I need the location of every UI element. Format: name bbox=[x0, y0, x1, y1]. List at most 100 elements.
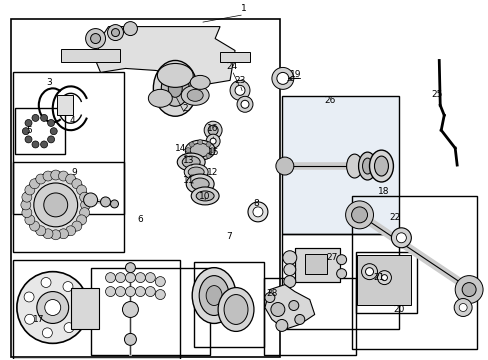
Circle shape bbox=[110, 200, 118, 208]
Circle shape bbox=[43, 171, 53, 181]
Circle shape bbox=[47, 136, 55, 143]
Bar bbox=[220, 53, 249, 62]
Text: 1: 1 bbox=[241, 4, 246, 13]
Text: 2: 2 bbox=[182, 104, 188, 113]
Text: 15: 15 bbox=[208, 148, 220, 157]
Ellipse shape bbox=[182, 156, 200, 168]
Ellipse shape bbox=[224, 294, 247, 324]
Circle shape bbox=[396, 233, 406, 243]
Circle shape bbox=[206, 134, 220, 148]
Circle shape bbox=[41, 114, 47, 121]
Circle shape bbox=[185, 148, 190, 153]
Bar bbox=[304, 254, 326, 274]
Circle shape bbox=[453, 298, 471, 316]
Circle shape bbox=[50, 128, 57, 135]
Circle shape bbox=[283, 264, 295, 276]
Circle shape bbox=[24, 292, 34, 302]
Ellipse shape bbox=[148, 89, 172, 107]
Circle shape bbox=[283, 276, 295, 288]
Ellipse shape bbox=[186, 174, 214, 194]
Text: 14: 14 bbox=[174, 144, 185, 153]
Bar bbox=[264, 278, 355, 355]
Circle shape bbox=[37, 292, 68, 323]
Text: 26: 26 bbox=[324, 96, 335, 105]
Ellipse shape bbox=[362, 158, 372, 174]
Text: 12: 12 bbox=[207, 167, 218, 176]
Ellipse shape bbox=[153, 60, 197, 116]
Text: 6: 6 bbox=[137, 215, 143, 224]
Circle shape bbox=[105, 273, 115, 283]
Circle shape bbox=[25, 215, 35, 225]
Text: 9: 9 bbox=[72, 167, 78, 176]
Circle shape bbox=[247, 202, 267, 222]
Circle shape bbox=[80, 192, 89, 202]
Ellipse shape bbox=[346, 154, 362, 178]
Circle shape bbox=[125, 273, 135, 283]
Circle shape bbox=[74, 301, 83, 311]
Circle shape bbox=[125, 287, 135, 297]
Circle shape bbox=[64, 323, 74, 333]
Circle shape bbox=[276, 72, 288, 84]
Ellipse shape bbox=[199, 276, 228, 315]
Circle shape bbox=[51, 170, 61, 180]
Ellipse shape bbox=[218, 288, 253, 332]
Circle shape bbox=[42, 328, 52, 338]
Circle shape bbox=[72, 221, 81, 231]
Text: 8: 8 bbox=[253, 199, 258, 208]
Ellipse shape bbox=[177, 153, 205, 171]
Circle shape bbox=[24, 314, 35, 324]
Circle shape bbox=[282, 251, 296, 265]
Text: 11: 11 bbox=[182, 176, 194, 185]
Circle shape bbox=[22, 192, 32, 202]
Circle shape bbox=[197, 140, 202, 145]
Circle shape bbox=[458, 303, 466, 311]
Circle shape bbox=[135, 273, 145, 283]
Text: 10: 10 bbox=[199, 193, 210, 202]
Polygon shape bbox=[95, 27, 235, 85]
Ellipse shape bbox=[191, 187, 219, 205]
Circle shape bbox=[30, 221, 40, 231]
Circle shape bbox=[72, 179, 81, 189]
Circle shape bbox=[36, 226, 46, 236]
Text: 28: 28 bbox=[265, 289, 277, 298]
Circle shape bbox=[288, 301, 298, 310]
Circle shape bbox=[365, 268, 373, 276]
Circle shape bbox=[145, 287, 155, 297]
Circle shape bbox=[461, 283, 475, 297]
Polygon shape bbox=[264, 285, 314, 329]
Text: 13: 13 bbox=[182, 156, 194, 165]
Bar bbox=[71, 288, 99, 329]
Circle shape bbox=[271, 67, 293, 89]
Circle shape bbox=[90, 33, 101, 44]
Circle shape bbox=[235, 85, 244, 95]
Circle shape bbox=[43, 229, 53, 239]
Ellipse shape bbox=[157, 63, 193, 87]
Circle shape bbox=[210, 138, 216, 144]
Bar bbox=[351, 196, 476, 349]
Bar bbox=[13, 162, 124, 252]
Circle shape bbox=[25, 136, 32, 143]
Circle shape bbox=[123, 22, 137, 36]
Bar bbox=[281, 234, 399, 329]
Circle shape bbox=[203, 121, 222, 139]
Circle shape bbox=[23, 172, 88, 238]
Bar bbox=[57, 95, 73, 115]
Ellipse shape bbox=[181, 85, 209, 105]
Circle shape bbox=[74, 302, 83, 312]
Circle shape bbox=[390, 228, 410, 248]
Text: 25: 25 bbox=[431, 90, 442, 99]
Circle shape bbox=[105, 287, 115, 297]
Circle shape bbox=[241, 100, 248, 108]
Circle shape bbox=[189, 153, 194, 158]
Circle shape bbox=[65, 174, 76, 184]
Circle shape bbox=[275, 319, 287, 332]
Circle shape bbox=[83, 193, 98, 207]
Circle shape bbox=[45, 300, 61, 315]
Text: 16: 16 bbox=[207, 124, 219, 133]
Circle shape bbox=[77, 215, 86, 225]
Circle shape bbox=[294, 315, 304, 324]
Circle shape bbox=[275, 157, 293, 175]
Ellipse shape bbox=[190, 75, 210, 89]
Text: 18: 18 bbox=[377, 188, 388, 197]
Circle shape bbox=[47, 120, 55, 126]
